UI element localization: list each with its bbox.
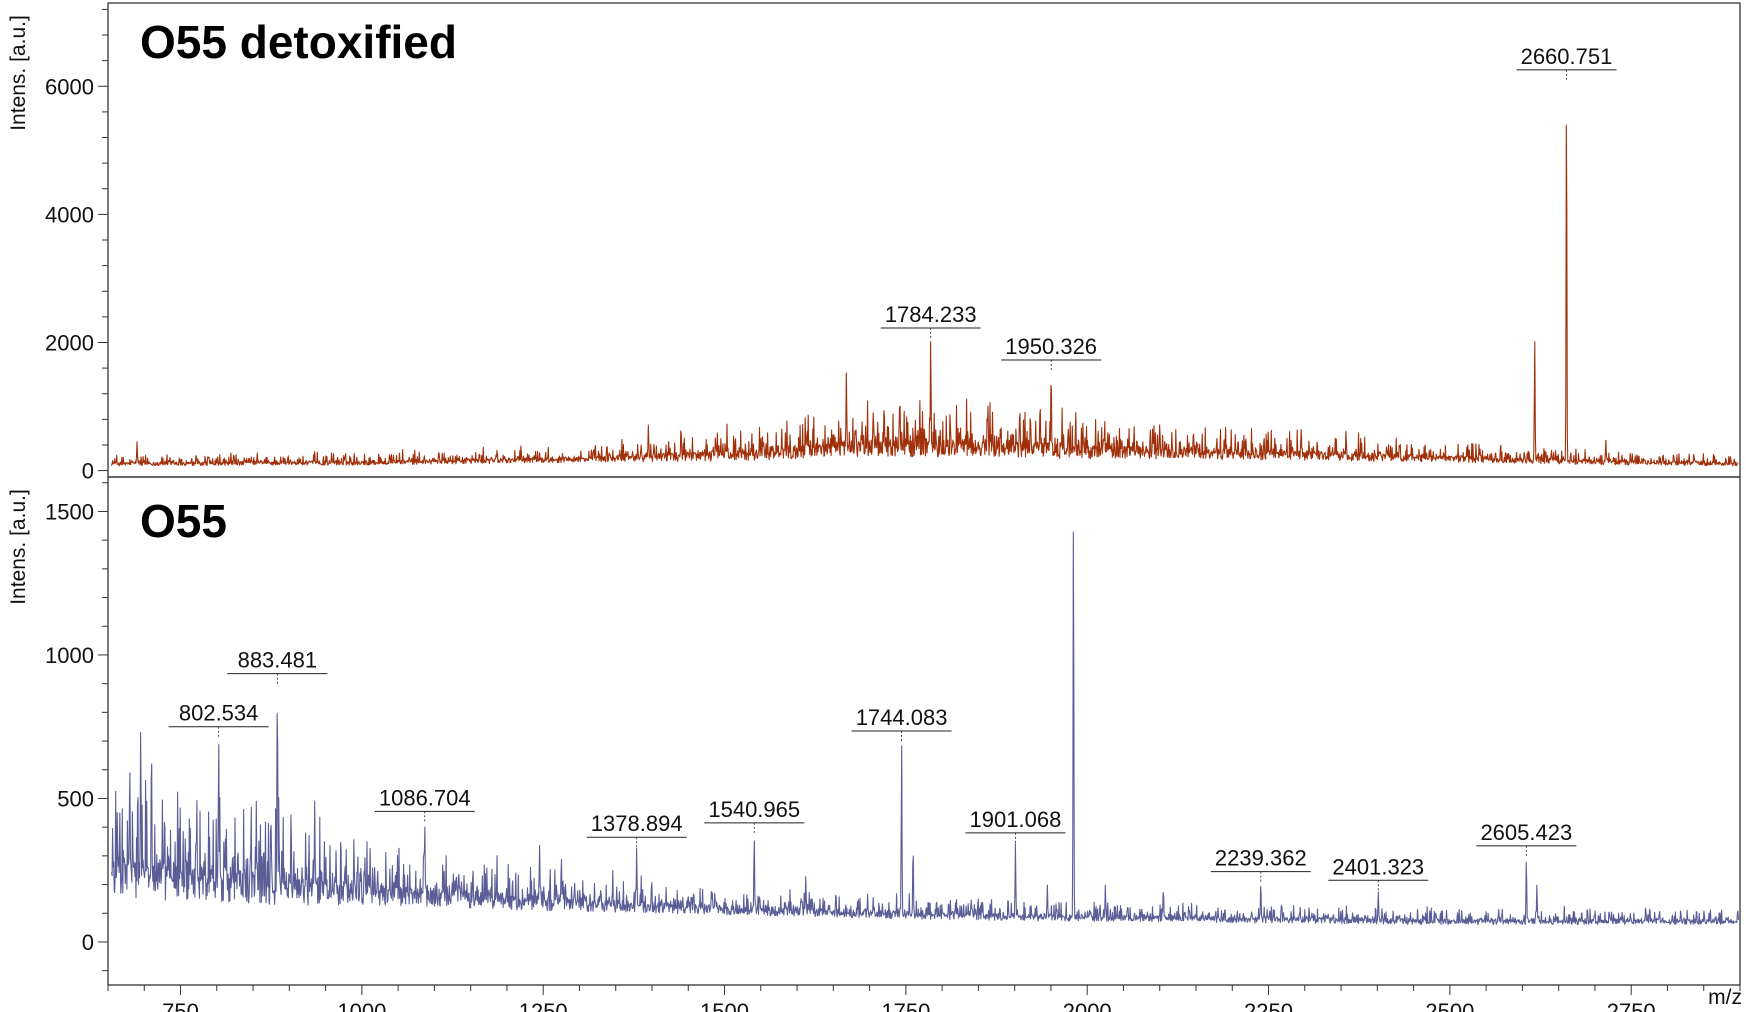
y-tick-label: 4000	[45, 202, 94, 227]
peak-label: 1086.704	[379, 785, 471, 810]
peak-label: 802.534	[179, 701, 259, 726]
x-tick-label: 1500	[700, 999, 749, 1012]
peak-label: 1378.894	[591, 811, 683, 836]
y-axis-label: Intens. [a.u.]	[7, 15, 30, 131]
x-tick-label: 2250	[1244, 999, 1293, 1012]
plot-frame	[107, 2, 1741, 478]
peak-label: 1901.068	[970, 807, 1062, 832]
y-tick-label: 2000	[45, 330, 94, 355]
peak-label: 2401.323	[1332, 854, 1424, 879]
x-tick-label: 1250	[519, 999, 568, 1012]
y-tick-label: 0	[82, 930, 94, 955]
panel-bottom: 0 500 1000 1500 Intens. [a.u.] O55 883.481 802.…	[7, 476, 1741, 986]
y-axis-label: Intens. [a.u.]	[7, 489, 30, 605]
y-tick-label: 6000	[45, 74, 94, 99]
panel-top: 0 2000 4000 6000 Intens. [a.u.] O55 detoxifie…	[7, 2, 1741, 484]
peak-label: 1540.965	[708, 797, 800, 822]
peak-label: 2660.751	[1521, 44, 1613, 69]
panel-title: O55 detoxified	[140, 16, 457, 68]
x-tick-label: 750	[162, 999, 199, 1012]
x-tick-label: 2000	[1063, 999, 1112, 1012]
y-tick-label: 500	[57, 786, 94, 811]
peak-label: 2239.362	[1215, 846, 1307, 871]
x-tick-label: 2750	[1607, 999, 1656, 1012]
y-tick-label: 0	[82, 459, 94, 484]
peak-label: 1744.083	[856, 705, 948, 730]
x-tick-label: 1000	[337, 999, 386, 1012]
y-tick-label: 1000	[45, 643, 94, 668]
x-axis-label: m/z	[1708, 986, 1742, 1009]
peak-label: 2605.423	[1480, 820, 1572, 845]
x-tick-label: 2500	[1425, 999, 1474, 1012]
panel-title: O55	[140, 495, 227, 547]
peak-label: 1784.233	[885, 302, 977, 327]
x-axis: 750 1000 1250 1500 1750 2000 2250 2500 2750 m/z	[107, 985, 1742, 1012]
x-tick-label: 1750	[881, 999, 930, 1012]
peak-label: 883.481	[238, 648, 318, 673]
spectrum-trace	[111, 531, 1739, 926]
plot-frame	[107, 476, 1741, 986]
y-tick-label: 1500	[45, 499, 94, 524]
peak-label: 1950.326	[1005, 334, 1097, 359]
spectrum-trace	[111, 124, 1739, 467]
